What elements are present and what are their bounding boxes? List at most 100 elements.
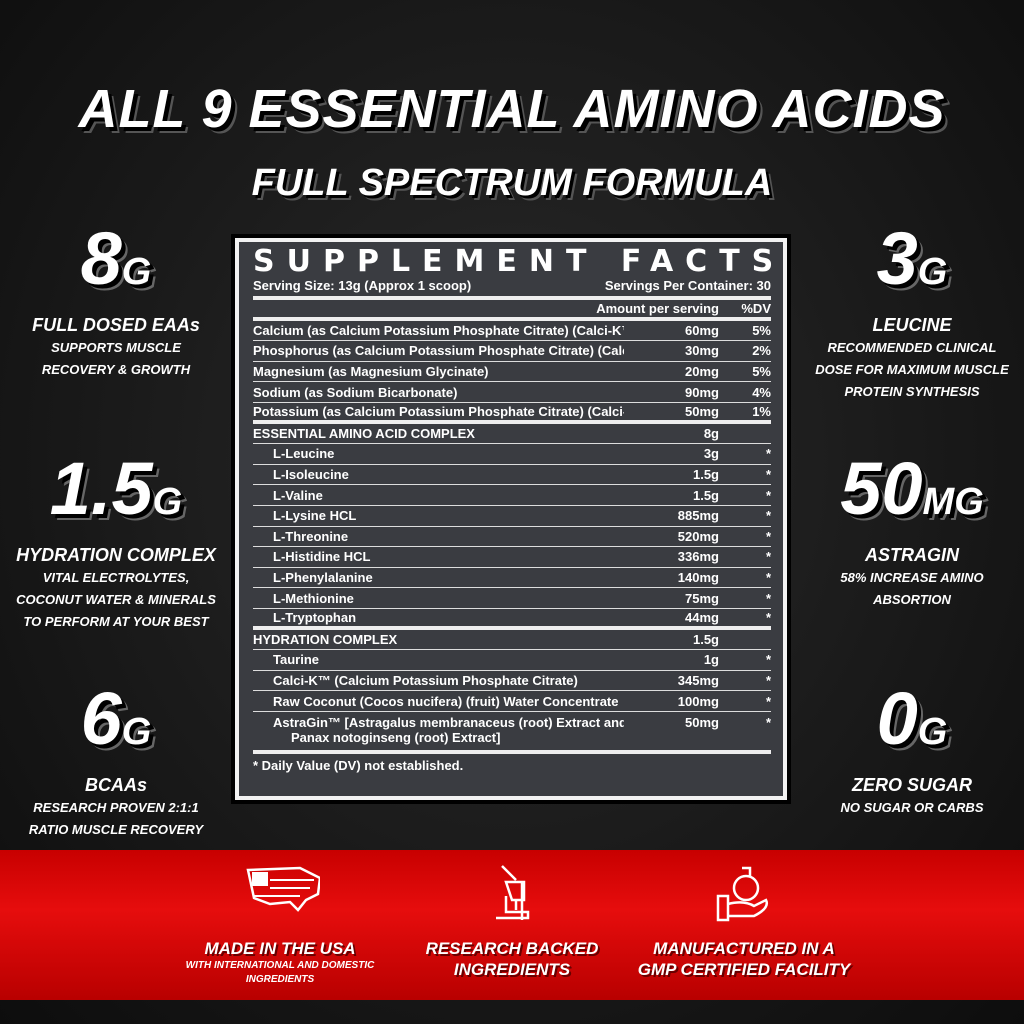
stat-description: SUPPORTS MUSCLE xyxy=(51,340,181,355)
facts-row: L-Leucine 3g * xyxy=(253,444,771,465)
nutrient-dv: * xyxy=(765,549,771,565)
facts-header-row: Amount per serving %DV xyxy=(253,300,771,321)
nutrient-amount: 30mg xyxy=(685,343,719,359)
footnote: * Daily Value (DV) not established. xyxy=(253,757,464,773)
stat-value: 8G xyxy=(0,222,236,309)
stat-label: ASTRAGIN xyxy=(865,545,959,565)
stat-value: 0G xyxy=(792,682,1024,769)
facts-row: Potassium (as Calcium Potassium Phosphat… xyxy=(253,403,771,424)
nutrient-name-line: L-Tryptophan xyxy=(273,609,357,625)
servings-per-container: Servings Per Container: 30 xyxy=(604,278,771,293)
facts-row: Calcium (as Calcium Potassium Phosphate … xyxy=(253,321,771,342)
nutrient-dv: 2% xyxy=(752,343,771,359)
nutrient-amount: 50mg xyxy=(685,403,719,419)
nutrient-dv: * xyxy=(765,528,771,544)
facts-row: Phosphorus (as Calcium Potassium Phospha… xyxy=(253,341,771,362)
nutrient-name: L-Valine xyxy=(253,488,624,503)
stat-value: 3G xyxy=(792,222,1024,309)
nutrient-name: Sodium (as Sodium Bicarbonate) xyxy=(253,385,624,400)
stat-description: RECOVERY & GROWTH xyxy=(41,362,191,377)
nutrient-dv: * xyxy=(765,590,771,606)
stat-number: 50 xyxy=(840,447,923,530)
nutrient-name-line: HYDRATION COMPLEX xyxy=(253,631,398,647)
stat-description: PROTEIN SYNTHESIS xyxy=(844,384,980,399)
serving-size: Serving Size: 13g (Approx 1 scoop) xyxy=(253,278,472,293)
facts-row: L-Phenylalanine 140mg * xyxy=(253,568,771,589)
nutrient-dv: * xyxy=(765,508,771,524)
stat-description: COCONUT WATER & MINERALS xyxy=(16,592,216,607)
stat-number: 1.5 xyxy=(49,447,153,530)
facts-row: ESSENTIAL AMINO ACID COMPLEX 8g xyxy=(253,424,771,445)
nutrient-name: AstraGin™ [Astragalus membranaceus (root… xyxy=(253,715,624,745)
nutrient-name-line: L-Threonine xyxy=(273,528,349,544)
stat-number: 8 xyxy=(80,217,122,300)
stat-description: VITAL ELECTROLYTES, xyxy=(42,570,190,585)
facts-row: L-Tryptophan 44mg * xyxy=(253,609,771,630)
flask-hand-icon xyxy=(594,860,894,926)
stat-block: 6G BCAAs RESEARCH PROVEN 2:1:1 RATIO MUSCLE… xyxy=(0,682,236,840)
nutrient-dv: 5% xyxy=(752,364,771,380)
stat-block: 1.5G HYDRATION COMPLEX VITAL ELECTROLYTES,… xyxy=(0,452,236,632)
amount-header: Amount per serving xyxy=(596,300,719,316)
nutrient-name: Calci-K™ (Calcium Potassium Phosphate Ci… xyxy=(253,673,624,688)
stat-label: BCAAs xyxy=(84,775,147,795)
nutrient-name: L-Tryptophan xyxy=(253,610,624,625)
facts-row: Magnesium (as Magnesium Glycinate) 20mg 5% xyxy=(253,362,771,383)
facts-row: Taurine 1g * xyxy=(253,650,771,671)
nutrient-name-line: L-Methionine xyxy=(273,590,354,606)
stat-block: 0G ZERO SUGAR NO SUGAR OR CARBS xyxy=(792,682,1024,818)
nutrient-name-line: Sodium (as Sodium Bicarbonate) xyxy=(253,384,458,400)
stat-value: 50MG xyxy=(792,452,1024,539)
nutrient-amount: 44mg xyxy=(685,609,719,625)
stat-label: LEUCINE xyxy=(872,315,952,335)
nutrient-amount: 3g xyxy=(703,446,719,462)
stat-description: 58% INCREASE AMINO xyxy=(840,570,984,585)
nutrient-name: L-Lysine HCL xyxy=(253,508,624,523)
nutrient-amount: 520mg xyxy=(677,528,719,544)
nutrient-amount: 1.5g xyxy=(692,467,719,483)
facts-row: L-Threonine 520mg * xyxy=(253,527,771,548)
nutrient-dv: * xyxy=(765,672,771,688)
icon-spacer xyxy=(594,926,894,938)
stat-unit: MG xyxy=(922,481,984,523)
nutrient-name-line: AstraGin™ [Astragalus membranaceus (root… xyxy=(273,714,624,730)
nutrient-name-line: Taurine xyxy=(273,652,319,668)
banner-heading: MANUFACTURED IN A xyxy=(653,939,835,958)
usa-flag-map-icon xyxy=(130,860,430,926)
nutrient-name: ESSENTIAL AMINO ACID COMPLEX xyxy=(253,426,624,441)
stat-unit: G xyxy=(121,251,152,293)
nutrient-amount: 90mg xyxy=(685,384,719,400)
nutrient-name-line: L-Leucine xyxy=(273,446,335,462)
nutrient-name: Magnesium (as Magnesium Glycinate) xyxy=(253,364,624,379)
stat-value: 1.5G xyxy=(0,452,236,539)
stat-label: FULL DOSED EAAs xyxy=(32,315,200,335)
nutrient-name: L-Histidine HCL xyxy=(253,549,624,564)
nutrient-name: HYDRATION COMPLEX xyxy=(253,632,624,647)
facts-row: L-Histidine HCL 336mg * xyxy=(253,547,771,568)
nutrient-name-line: Raw Coconut (Cocos nucifera) (fruit) Wat… xyxy=(273,693,619,709)
banner-subtext: WITH INTERNATIONAL AND DOMESTIC xyxy=(185,960,375,971)
facts-row: Raw Coconut (Cocos nucifera) (fruit) Wat… xyxy=(253,691,771,712)
nutrient-dv: 1% xyxy=(752,403,771,419)
nutrient-amount: 885mg xyxy=(677,508,719,524)
nutrient-name: Potassium (as Calcium Potassium Phosphat… xyxy=(253,404,624,419)
banner-heading: INGREDIENTS xyxy=(453,960,571,979)
banner-feature: RESEARCH BACKED INGREDIENTS xyxy=(362,850,662,980)
nutrient-amount: 8g xyxy=(703,425,719,441)
nutrient-dv: 5% xyxy=(752,322,771,338)
stat-value: 6G xyxy=(0,682,236,769)
stat-unit: G xyxy=(917,251,948,293)
facts-row: L-Valine 1.5g * xyxy=(253,485,771,506)
nutrient-name-line: Calcium (as Calcium Potassium Phosphate … xyxy=(253,322,624,338)
banner-feature: MANUFACTURED IN A GMP CERTIFIED FACILITY xyxy=(594,850,894,980)
nutrient-name: L-Phenylalanine xyxy=(253,570,624,585)
nutrient-name-line: Phosphorus (as Calcium Potassium Phospha… xyxy=(253,343,624,359)
stat-description: RECOMMENDED CLINICAL xyxy=(827,340,997,355)
stat-description: DOSE FOR MAXIMUM MUSCLE xyxy=(815,362,1009,377)
banner-feature: MADE IN THE USA WITH INTERNATIONAL AND DO… xyxy=(130,850,430,987)
stat-number: 6 xyxy=(80,677,122,760)
nutrient-name: Phosphorus (as Calcium Potassium Phospha… xyxy=(253,343,624,358)
stat-number: 3 xyxy=(876,217,918,300)
nutrient-name: Calcium (as Calcium Potassium Phosphate … xyxy=(253,323,624,338)
nutrient-amount: 336mg xyxy=(677,549,719,565)
